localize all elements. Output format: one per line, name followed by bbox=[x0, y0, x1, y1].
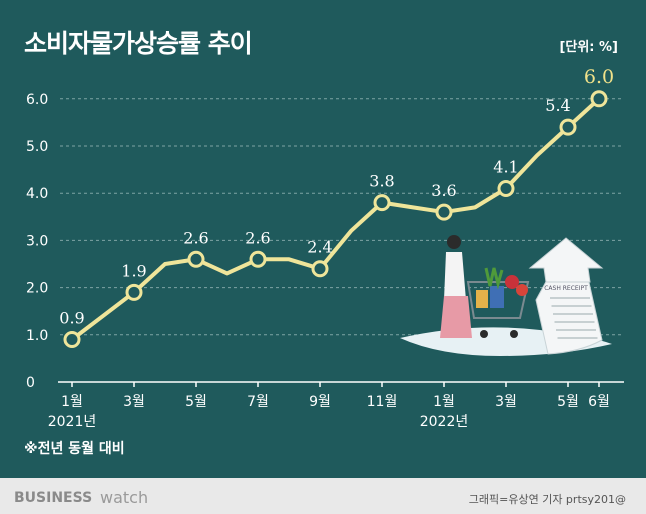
data-point-marker bbox=[559, 118, 577, 136]
data-label: 2.6 bbox=[183, 228, 208, 247]
data-point-marker bbox=[125, 283, 143, 301]
apple-icon bbox=[505, 275, 519, 289]
x-tick-label: 6월 bbox=[588, 394, 610, 410]
receipt-icon bbox=[535, 277, 603, 355]
footer-bar: BUSINESS watch 그래픽=유상연 기자 prtsy201@ bbox=[0, 478, 646, 514]
data-point-marker bbox=[311, 260, 329, 278]
y-tick-label: 0 bbox=[26, 375, 35, 391]
chart-note: ※전년 동월 대비 bbox=[24, 441, 125, 457]
data-label: 6.0 bbox=[584, 66, 614, 88]
x-tick-label: 7월 bbox=[247, 394, 269, 410]
data-label: 4.1 bbox=[493, 157, 518, 176]
data-label: 0.9 bbox=[59, 309, 84, 328]
line-chart: 0 1.0 2.0 3.0 4.0 5.0 6.0 1월 3월 5월 7월 9월 11월 1월 3월 5월 6월… bbox=[26, 66, 624, 430]
x-tick-label: 5월 bbox=[557, 394, 579, 410]
y-tick-label: 1.0 bbox=[26, 328, 48, 344]
unit-label: [단위: %] bbox=[559, 40, 618, 55]
data-label: 3.6 bbox=[431, 181, 456, 200]
data-point-marker bbox=[590, 90, 608, 108]
x-tick-label: 3월 bbox=[495, 394, 517, 410]
data-point-marker bbox=[497, 179, 515, 197]
cart-wheel bbox=[510, 330, 518, 338]
chart-title: 소비자물가상승률 추이 bbox=[24, 29, 253, 58]
graphic-credit: 그래픽=유상연 기자 prtsy201@ bbox=[468, 493, 626, 506]
y-tick-label: 2.0 bbox=[26, 281, 48, 297]
data-point-marker bbox=[435, 203, 453, 221]
y-tick-label: 5.0 bbox=[26, 139, 48, 155]
up-arrow-icon bbox=[528, 237, 604, 283]
data-point-marker bbox=[249, 250, 267, 268]
brand-logo-main: BUSINESS bbox=[14, 490, 93, 506]
x-tick-label: 1월 bbox=[61, 394, 83, 410]
data-point-marker bbox=[373, 194, 391, 212]
data-point-marker bbox=[187, 250, 205, 268]
data-label: 2.4 bbox=[307, 238, 332, 257]
cart-wheel bbox=[480, 330, 488, 338]
year-label: 2022년 bbox=[420, 414, 469, 430]
data-label: 1.9 bbox=[121, 261, 146, 280]
receipt-caption: CASH RECEIPT bbox=[544, 285, 588, 292]
shopper-top bbox=[444, 252, 466, 300]
grocery-item bbox=[490, 286, 504, 308]
data-label: 5.4 bbox=[545, 96, 570, 115]
y-tick-label: 4.0 bbox=[26, 186, 48, 202]
data-label: 3.8 bbox=[369, 172, 394, 191]
year-label: 2021년 bbox=[48, 414, 97, 430]
x-tick-label: 9월 bbox=[309, 394, 331, 410]
shopping-illustration: CASH RECEIPT bbox=[400, 235, 612, 356]
shopper-head bbox=[447, 235, 461, 249]
grocery-item bbox=[476, 290, 488, 308]
x-tick-label: 5월 bbox=[185, 394, 207, 410]
data-label: 2.6 bbox=[245, 228, 270, 247]
apple-icon bbox=[516, 284, 528, 296]
greens-icon bbox=[484, 267, 504, 290]
x-tick-label: 11월 bbox=[367, 394, 398, 410]
series-line bbox=[70, 96, 601, 342]
x-tick-label: 1월 bbox=[433, 394, 455, 410]
shopper-skirt bbox=[440, 296, 472, 338]
data-point-marker bbox=[63, 331, 81, 349]
y-tick-label: 3.0 bbox=[26, 233, 48, 249]
brand-logo-sub: watch bbox=[100, 488, 149, 507]
x-tick-label: 3월 bbox=[123, 394, 145, 410]
y-tick-label: 6.0 bbox=[26, 92, 48, 108]
